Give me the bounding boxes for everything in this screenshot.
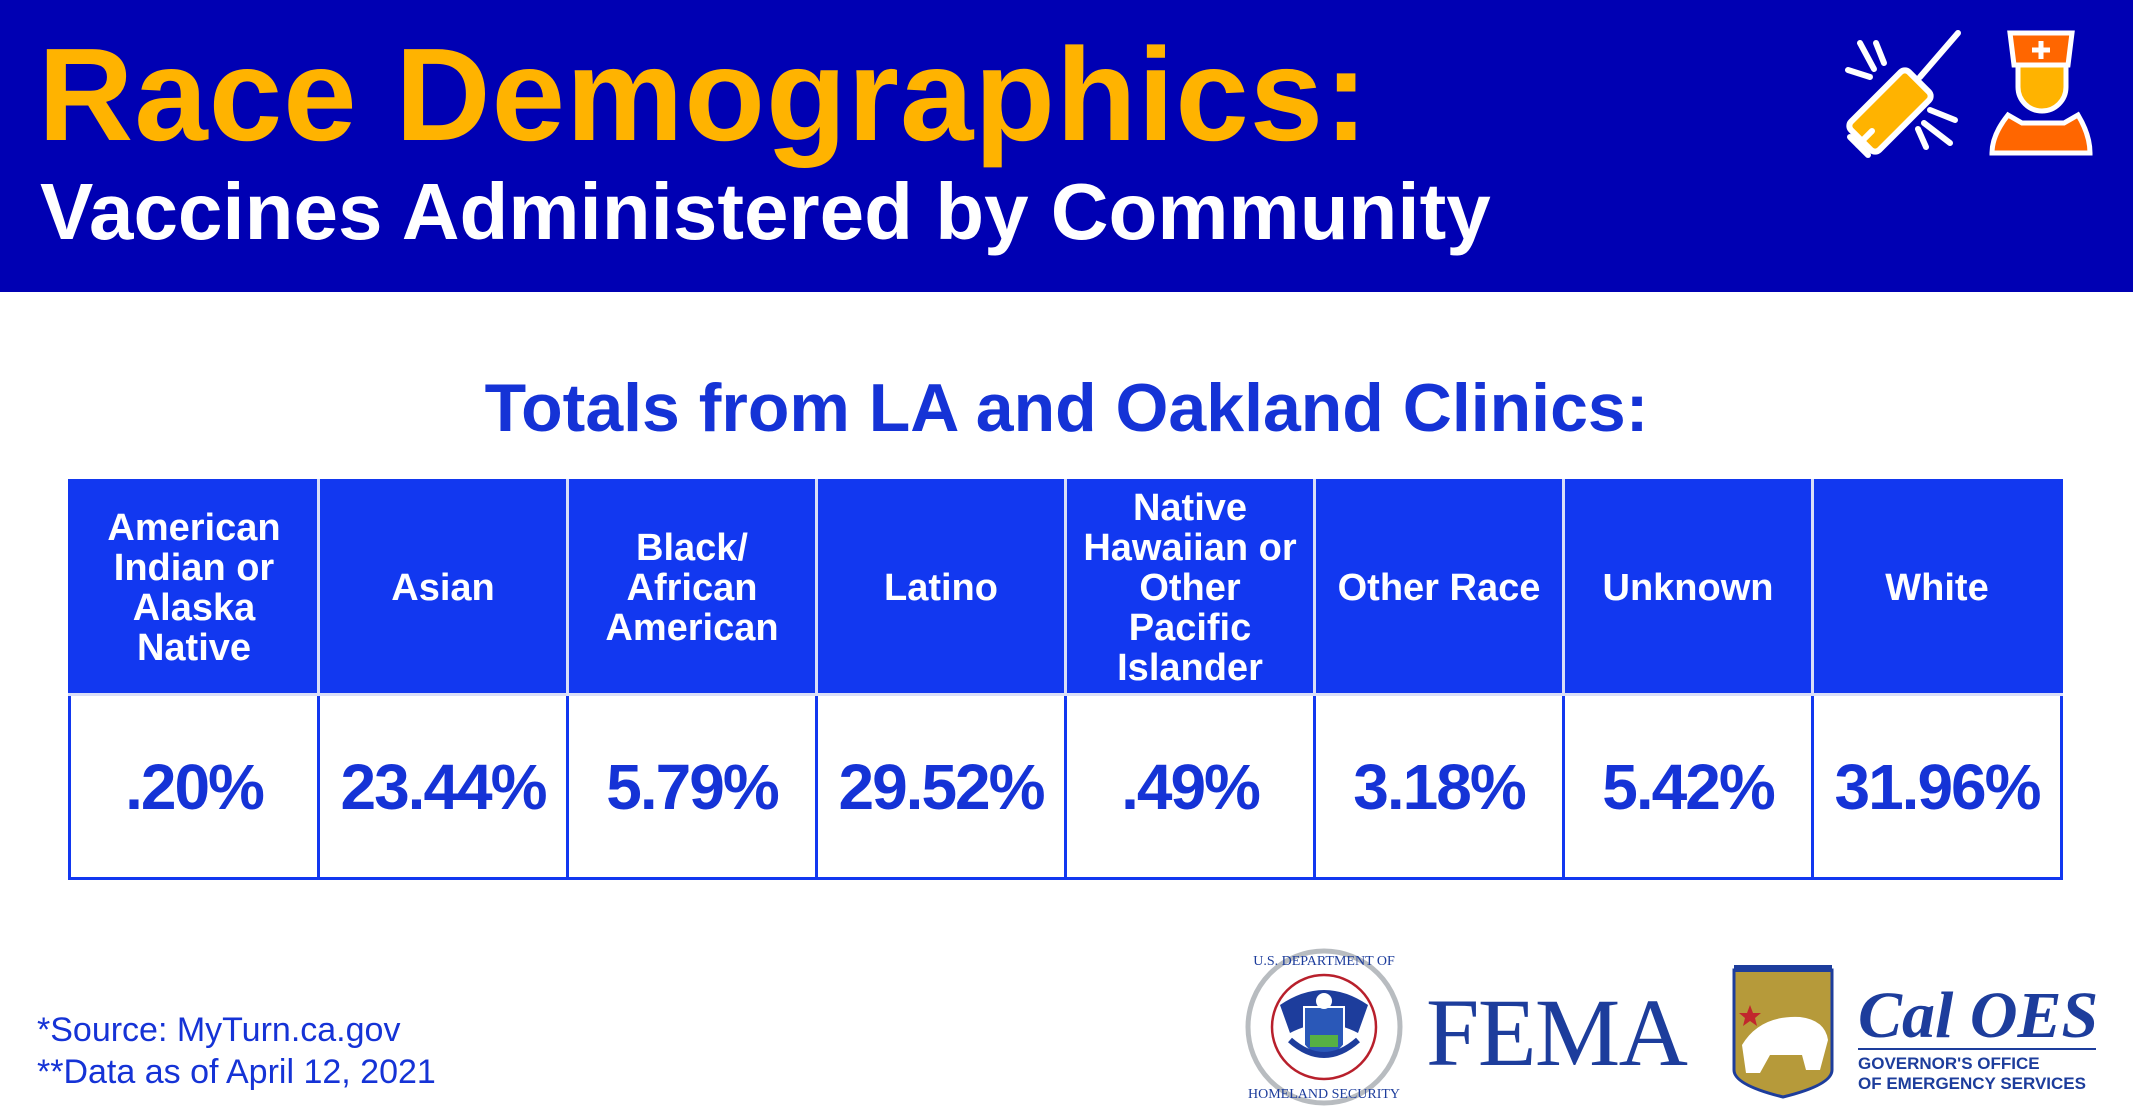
- percentage-cell: .49%: [1064, 693, 1316, 880]
- cal-oes-logo-text: Cal OES: [1858, 979, 2098, 1052]
- dhs-seal-logo: U.S. DEPARTMENT OF HOMELAND SECURITY: [1245, 948, 1403, 1106]
- partner-logos: U.S. DEPARTMENT OF HOMELAND SECURITY FEM…: [1245, 948, 2098, 1106]
- column-header: Native Hawaiian or Other Pacific Islande…: [1064, 479, 1316, 696]
- cal-oes-shield-logo: [1732, 965, 1834, 1099]
- percentage-cell: .20%: [68, 693, 320, 880]
- column-header: Asian: [317, 479, 569, 696]
- fema-logo: FEMA: [1426, 979, 1688, 1086]
- column-header: American Indian or Alaska Native: [68, 479, 320, 696]
- percentage-cell: 31.96%: [1811, 693, 2063, 880]
- percentage-cell: 3.18%: [1313, 693, 1565, 880]
- cal-oes-line1: GOVERNOR'S OFFICE: [1858, 1054, 2040, 1073]
- column-header: White: [1811, 479, 2063, 696]
- dhs-seal-text: U.S. DEPARTMENT OF: [1253, 954, 1395, 969]
- nurse-icon: [1989, 30, 2093, 156]
- percentage-cell: 5.79%: [566, 693, 818, 880]
- header-banner: Race Demographics: Vaccines Administered…: [0, 0, 2133, 292]
- column-header: Unknown: [1562, 479, 1814, 696]
- table-heading: Totals from LA and Oakland Clinics:: [484, 370, 1649, 446]
- percentage-cell: 29.52%: [815, 693, 1067, 880]
- page-title: Race Demographics:: [38, 21, 1370, 168]
- percentage-cell: 23.44%: [317, 693, 569, 880]
- column-header: Other Race: [1313, 479, 1565, 696]
- percentage-cell: 5.42%: [1562, 693, 1814, 880]
- table-row: .20% 23.44% 5.79% 29.52% .49% 3.18% 5.42…: [68, 693, 2063, 880]
- syringe-icon: [1845, 30, 1961, 158]
- header-icons: [1845, 30, 2093, 158]
- page-subtitle: Vaccines Administered by Community: [40, 167, 1491, 256]
- table-header-row: American Indian or Alaska Native Asian B…: [68, 479, 2063, 696]
- column-header: Black/ African American: [566, 479, 818, 696]
- svg-text:HOMELAND SECURITY: HOMELAND SECURITY: [1248, 1087, 1400, 1102]
- column-header: Latino: [815, 479, 1067, 696]
- demographics-table: American Indian or Alaska Native Asian B…: [68, 479, 2063, 880]
- source-note: *Source: MyTurn.ca.gov: [37, 1011, 401, 1049]
- cal-oes-line2: OF EMERGENCY SERVICES: [1858, 1074, 2086, 1093]
- data-date-note: **Data as of April 12, 2021: [37, 1053, 436, 1091]
